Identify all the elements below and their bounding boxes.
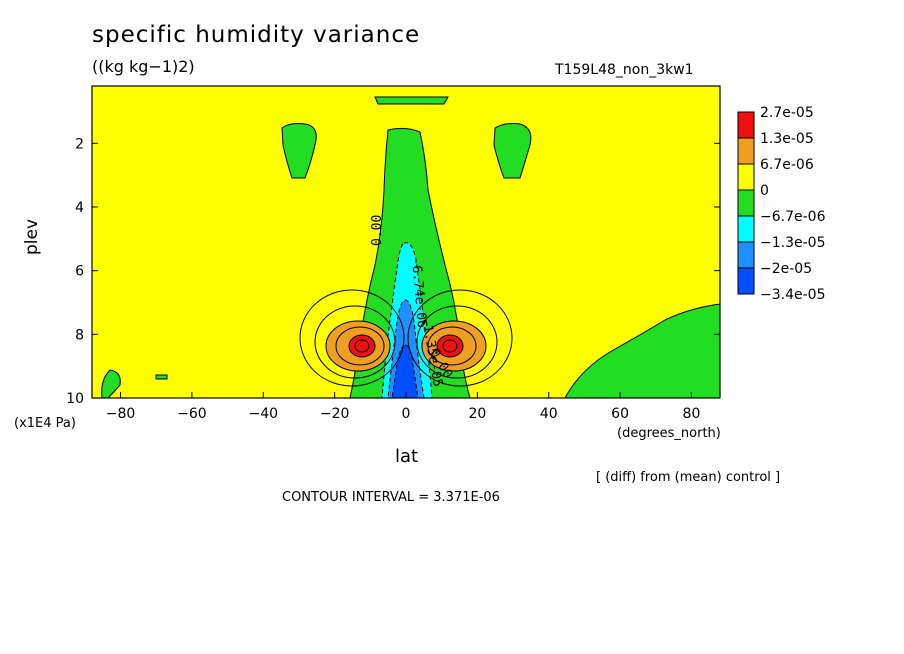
contour-region-red <box>348 334 376 358</box>
chart-units: ((kg kg−1)2) <box>92 57 195 76</box>
experiment-label: T159L48_non_3kw1 <box>555 62 694 78</box>
y-tick-label: 6 <box>75 264 84 280</box>
contour-line <box>354 339 370 353</box>
legend-swatch <box>737 189 755 217</box>
y-tick-label: 8 <box>75 327 84 343</box>
contour-region-green <box>374 96 449 105</box>
x-tick-label: −60 <box>177 406 207 422</box>
legend-label: 1.3e-05 <box>760 131 814 147</box>
x-axis-units: (degrees_north) <box>617 426 721 441</box>
contour-region-green <box>155 374 168 380</box>
x-axis-label: lat <box>395 446 419 467</box>
y-tick-label: 2 <box>75 136 84 152</box>
color-legend: 2.7e-05 1.3e-05 6.7e-06 0 −6.7e-06 −1.3e-05 −2… <box>737 105 826 303</box>
x-tick-label: 60 <box>611 406 629 422</box>
legend-label: 2.7e-05 <box>760 105 814 121</box>
legend-label: −6.7e-06 <box>760 209 826 225</box>
x-tick-label: −80 <box>106 406 136 422</box>
contour-line <box>416 305 498 379</box>
legend-label: −2e-05 <box>760 261 812 277</box>
legend-label: 6.7e-06 <box>760 157 814 173</box>
contour-region-red <box>436 334 464 358</box>
legend-swatch <box>737 163 755 191</box>
x-tick-label: 40 <box>540 406 558 422</box>
legend-swatch <box>737 267 755 295</box>
legend-label: −1.3e-05 <box>760 235 825 251</box>
contour-line <box>314 305 396 379</box>
contour-region-green <box>493 123 532 179</box>
y-axis-label: plev <box>22 218 42 255</box>
legend-label: −3.4e-05 <box>760 287 825 303</box>
y-tick-label: 10 <box>66 391 84 407</box>
legend-label: 0 <box>760 183 769 199</box>
legend-swatch <box>737 137 755 165</box>
contour-label: 0.00 <box>370 215 385 246</box>
x-tick-label: 0 <box>402 406 411 422</box>
y-axis-units: (x1E4 Pa) <box>14 416 76 431</box>
legend-swatch <box>737 111 755 139</box>
contour-line <box>427 326 477 366</box>
y-axis: 2 4 6 8 10 <box>66 136 720 407</box>
contour-line <box>335 326 385 366</box>
contour-line <box>299 289 405 387</box>
y-tick-label: 4 <box>75 200 84 216</box>
contour-interval: CONTOUR INTERVAL = 3.371E-06 <box>282 490 500 505</box>
contour-region-green <box>564 303 721 399</box>
contour-region-green <box>281 123 317 179</box>
contour-line <box>442 339 458 353</box>
x-tick-label: −40 <box>248 406 278 422</box>
contour-line <box>407 289 513 387</box>
x-tick-label: 20 <box>468 406 486 422</box>
diff-note: [ (diff) from (mean) control ] <box>596 470 781 485</box>
contour-label: -6.74e-06 <box>408 257 429 328</box>
x-tick-label: −20 <box>320 406 350 422</box>
chart-title: specific humidity variance <box>92 22 421 48</box>
x-tick-label: 80 <box>683 406 701 422</box>
contour-region-green <box>101 369 121 399</box>
legend-swatch <box>737 241 755 269</box>
contour-region-blue <box>391 344 419 399</box>
legend-swatch <box>737 215 755 243</box>
x-axis: −80 −60 −40 −20 0 20 40 60 80 <box>106 392 701 422</box>
